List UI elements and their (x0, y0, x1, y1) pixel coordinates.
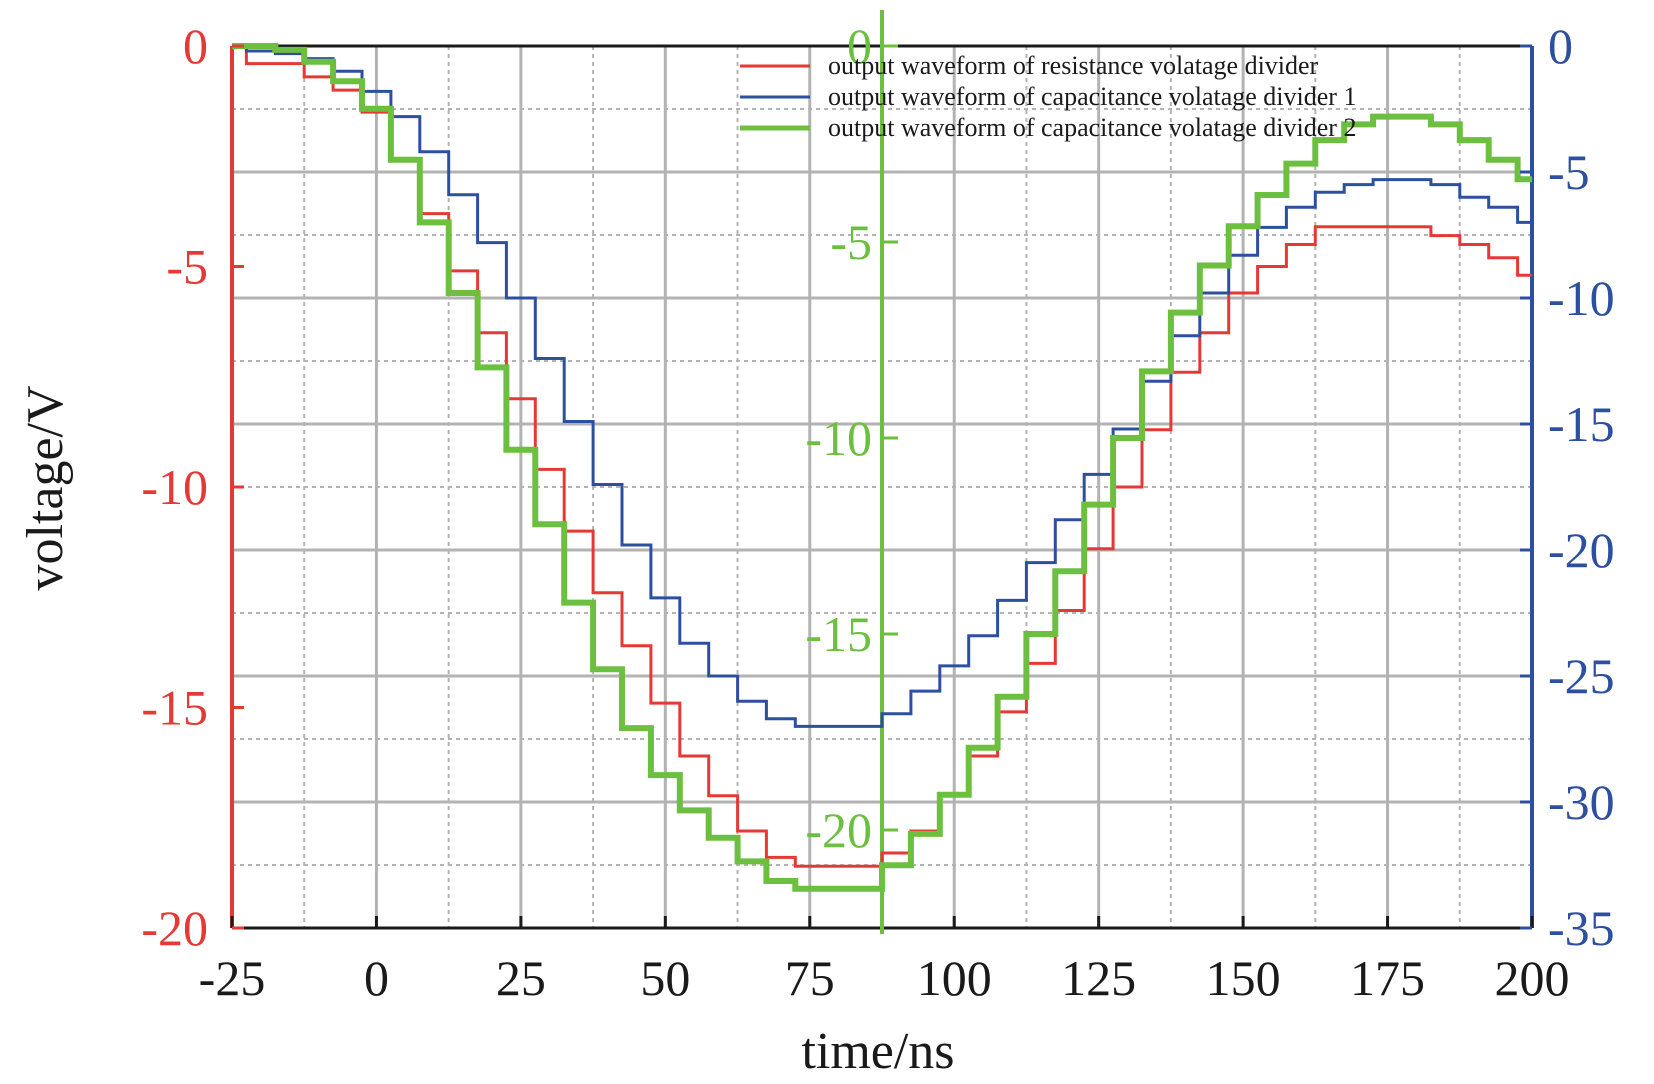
left-tick-label: -5 (166, 239, 208, 295)
right-tick-label: -10 (1548, 270, 1615, 326)
right-tick-label: -30 (1548, 774, 1615, 830)
x-tick-label: 50 (640, 950, 690, 1006)
legend-label-3: output waveform of capacitance volatage … (828, 113, 1356, 142)
series-line-2 (232, 44, 1532, 728)
x-tick-label: 175 (1350, 950, 1425, 1006)
x-tick-label: 100 (917, 950, 992, 1006)
axes-layer: -25 0 25 50 75 100 125 150 175 200 0 -5 -10 -15 -20 0 -5… (141, 18, 1614, 1006)
middle-tick-label: -20 (805, 802, 872, 858)
middle-tick-label: -15 (805, 606, 872, 662)
series-layer (232, 43, 1532, 892)
legend-label-1: output waveform of resistance volatage d… (828, 51, 1319, 80)
left-tick-label: 0 (183, 18, 208, 74)
left-tick-label: -20 (141, 900, 208, 956)
y-axis-title: voltage/V (17, 385, 74, 590)
right-tick-label: -20 (1548, 522, 1615, 578)
x-tick-label: 200 (1495, 950, 1570, 1006)
x-tick-label: 125 (1061, 950, 1136, 1006)
middle-tick-label: 0 (847, 18, 872, 74)
x-tick-label: 0 (364, 950, 389, 1006)
x-tick-label: -25 (199, 950, 266, 1006)
right-tick-label: -35 (1548, 900, 1615, 956)
series-line-3 (232, 43, 1532, 892)
right-tick-label: 0 (1548, 18, 1573, 74)
legend: output waveform of resistance volatage d… (740, 51, 1356, 142)
right-tick-label: -25 (1548, 648, 1615, 704)
left-tick-label: -15 (141, 680, 208, 736)
right-tick-label: -5 (1548, 144, 1590, 200)
x-axis-title: time/ns (801, 1023, 954, 1080)
legend-label-2: output waveform of capacitance volatage … (828, 82, 1356, 111)
middle-tick-label: -10 (805, 410, 872, 466)
left-tick-label: -10 (141, 459, 208, 515)
middle-tick-label: -5 (830, 214, 872, 270)
x-tick-label: 150 (1206, 950, 1281, 1006)
x-tick-label: 25 (496, 950, 546, 1006)
x-tick-label: 75 (785, 950, 835, 1006)
right-tick-label: -15 (1548, 396, 1615, 452)
plot-frame (230, 10, 1534, 934)
